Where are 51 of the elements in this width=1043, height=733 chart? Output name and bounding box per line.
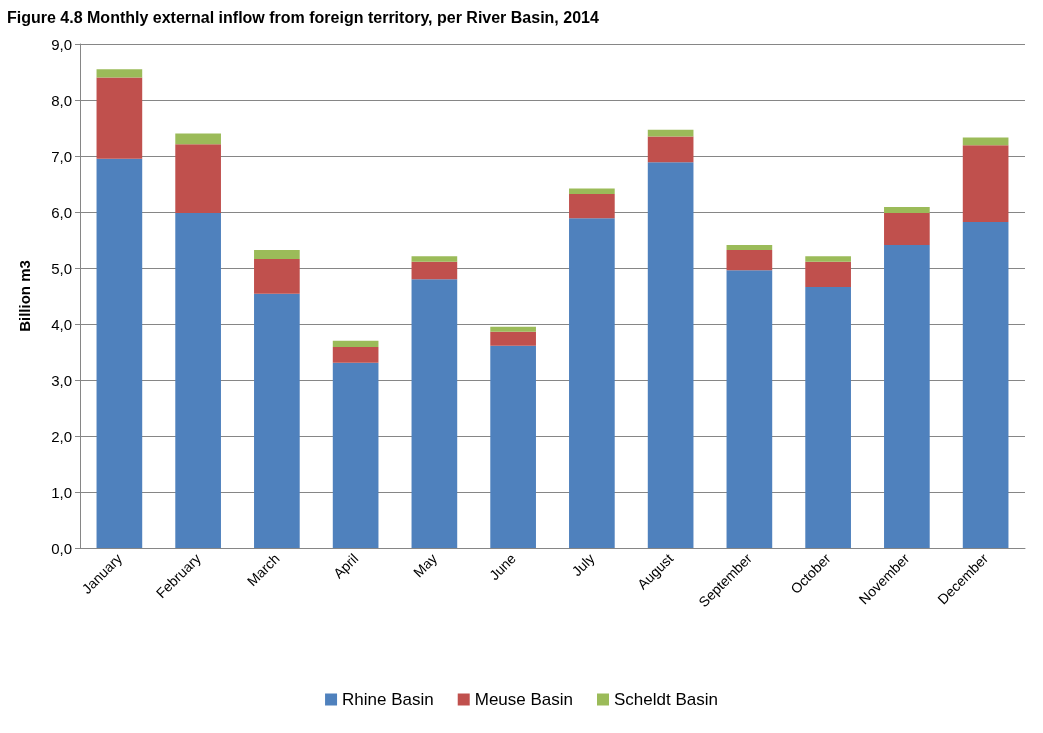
bar <box>569 188 615 195</box>
bar <box>490 331 536 346</box>
bar <box>175 144 221 214</box>
bar <box>805 261 851 288</box>
bar <box>96 158 143 548</box>
bar <box>647 162 694 548</box>
bar <box>805 256 851 262</box>
legend-label: Scheldt Basin <box>613 690 718 709</box>
bar <box>96 77 143 159</box>
x-tick-label: July <box>568 550 598 580</box>
y-tick-label: 8,0 <box>51 91 72 109</box>
bar <box>726 270 773 548</box>
y-tick-label: 7,0 <box>51 147 72 165</box>
bar <box>332 340 379 347</box>
bar <box>962 222 1009 548</box>
bar <box>726 250 773 271</box>
y-tick-label: 3,0 <box>51 371 72 389</box>
legend-label: Meuse Basin <box>474 690 573 709</box>
y-tick-label: 5,0 <box>51 259 72 277</box>
bar <box>884 206 930 214</box>
bar <box>411 261 458 280</box>
y-tick-label: 2,0 <box>51 427 72 445</box>
x-tick-label: May <box>410 550 441 581</box>
y-tick-label: 6,0 <box>51 203 72 221</box>
bar <box>884 213 930 246</box>
bar <box>332 346 379 363</box>
bar <box>884 245 930 548</box>
y-tick-label: 9,0 <box>51 35 72 53</box>
y-tick-label: 0,0 <box>51 539 72 557</box>
bar <box>96 69 143 78</box>
bar <box>254 250 300 260</box>
bar <box>726 245 773 251</box>
bar <box>962 145 1009 223</box>
y-axis-title: Billion m3 <box>16 260 33 332</box>
bar <box>332 362 379 548</box>
bar <box>490 345 536 548</box>
bar <box>805 287 851 548</box>
legend-label: Rhine Basin <box>342 690 434 709</box>
bar <box>175 133 221 145</box>
bar <box>647 136 694 163</box>
bar <box>411 256 458 262</box>
chart-title: Figure 4.8 Monthly external inflow from foreign territory, per River Basin, 2014 <box>7 8 599 26</box>
bar <box>490 326 536 332</box>
bar <box>569 218 615 548</box>
bar <box>175 213 221 548</box>
y-tick-label: 1,0 <box>51 483 72 501</box>
bar <box>569 194 615 219</box>
bar <box>411 279 458 548</box>
y-tick-label: 4,0 <box>51 315 72 333</box>
bar <box>254 293 300 548</box>
bar <box>254 259 300 294</box>
